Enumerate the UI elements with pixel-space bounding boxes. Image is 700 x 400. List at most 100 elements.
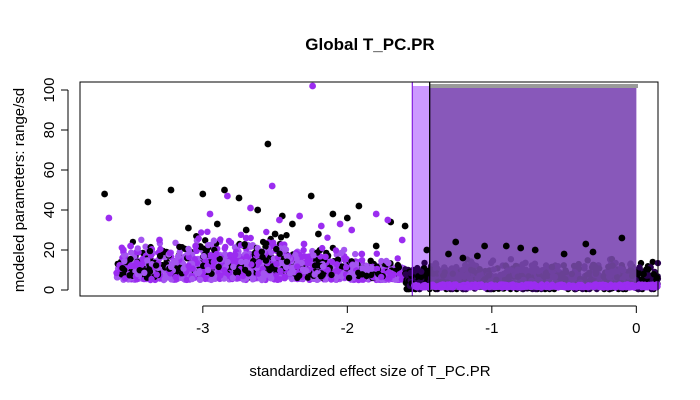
x-axis-label: standardized effect size of T_PC.PR	[249, 363, 490, 380]
data-point	[307, 192, 315, 200]
x-axis: -3 -2 -1 0	[196, 305, 640, 337]
data-point	[242, 234, 250, 242]
data-point	[550, 282, 557, 289]
data-point	[204, 266, 212, 274]
data-point	[481, 242, 488, 250]
data-point	[144, 257, 151, 264]
data-point	[343, 214, 351, 222]
data-point	[253, 250, 261, 257]
x-tick-label: 0	[632, 320, 640, 337]
data-point	[260, 270, 267, 277]
gray-bar	[429, 84, 638, 88]
data-point	[247, 204, 254, 212]
data-point	[146, 268, 154, 275]
data-point	[255, 270, 262, 277]
data-point	[363, 272, 370, 279]
data-point	[146, 247, 154, 255]
data-point	[128, 249, 135, 256]
data-point	[101, 190, 108, 198]
data-point	[385, 268, 393, 276]
data-point	[529, 282, 535, 289]
data-point	[196, 268, 203, 275]
data-point	[472, 284, 479, 290]
data-point	[398, 236, 406, 244]
data-point	[254, 244, 261, 252]
data-point	[309, 82, 316, 90]
bottom-strip	[411, 281, 661, 291]
data-point	[462, 284, 468, 291]
series-purple	[105, 82, 406, 258]
data-point	[156, 252, 164, 260]
data-point	[259, 253, 266, 261]
data-point	[233, 258, 240, 265]
data-point	[277, 234, 285, 241]
data-point	[273, 245, 280, 253]
data-point	[248, 261, 255, 268]
x-tick-label: -1	[485, 320, 498, 337]
data-point	[229, 274, 236, 281]
data-point	[183, 276, 190, 284]
data-point	[423, 246, 431, 254]
data-point	[189, 275, 196, 283]
data-point	[235, 194, 243, 202]
data-point	[185, 245, 192, 253]
data-point	[221, 245, 228, 252]
data-point	[268, 182, 276, 190]
y-tick-label: 40	[41, 202, 58, 219]
data-point	[144, 198, 152, 206]
data-point	[420, 283, 427, 289]
data-point	[113, 269, 120, 277]
data-point	[343, 255, 350, 263]
data-point	[292, 251, 299, 259]
data-point	[121, 275, 129, 282]
data-point	[636, 264, 643, 271]
data-point	[294, 263, 301, 270]
data-point	[282, 246, 290, 253]
data-point	[224, 258, 231, 266]
data-point	[263, 228, 270, 236]
data-point	[378, 257, 385, 265]
x-tick-label: -2	[341, 320, 354, 337]
data-point	[638, 283, 644, 289]
data-point	[254, 206, 262, 214]
data-point	[345, 274, 353, 282]
data-point	[394, 261, 402, 269]
data-point	[281, 275, 288, 282]
data-point	[602, 281, 609, 288]
data-point	[276, 216, 283, 224]
data-point	[195, 235, 202, 242]
data-point	[127, 255, 134, 263]
data-point	[340, 246, 348, 254]
data-point	[570, 283, 577, 290]
data-point	[418, 268, 425, 275]
data-point	[267, 249, 275, 256]
data-point	[336, 220, 344, 228]
data-point	[328, 276, 335, 283]
data-point	[582, 240, 590, 248]
y-axis-label: modeled parameters: range/sd	[11, 88, 28, 292]
data-point	[180, 265, 187, 272]
data-point	[343, 264, 350, 271]
y-tick-label: 20	[41, 242, 58, 259]
data-point	[589, 248, 597, 256]
data-point	[501, 284, 508, 291]
data-point	[296, 212, 303, 220]
data-point	[153, 271, 160, 278]
data-point	[174, 253, 182, 260]
data-point	[167, 263, 175, 271]
chart-title: Global T_PC.PR	[305, 35, 434, 54]
data-point	[319, 271, 326, 279]
data-point	[348, 226, 356, 234]
data-point	[126, 272, 133, 279]
data-point	[401, 222, 409, 230]
data-point	[121, 258, 128, 265]
data-point	[378, 273, 385, 281]
data-point	[363, 268, 370, 275]
data-point	[423, 270, 430, 277]
data-point	[458, 284, 464, 291]
data-point	[185, 224, 192, 232]
data-point	[217, 236, 224, 243]
data-point	[333, 261, 340, 268]
data-point	[232, 251, 239, 258]
data-point	[311, 262, 319, 269]
